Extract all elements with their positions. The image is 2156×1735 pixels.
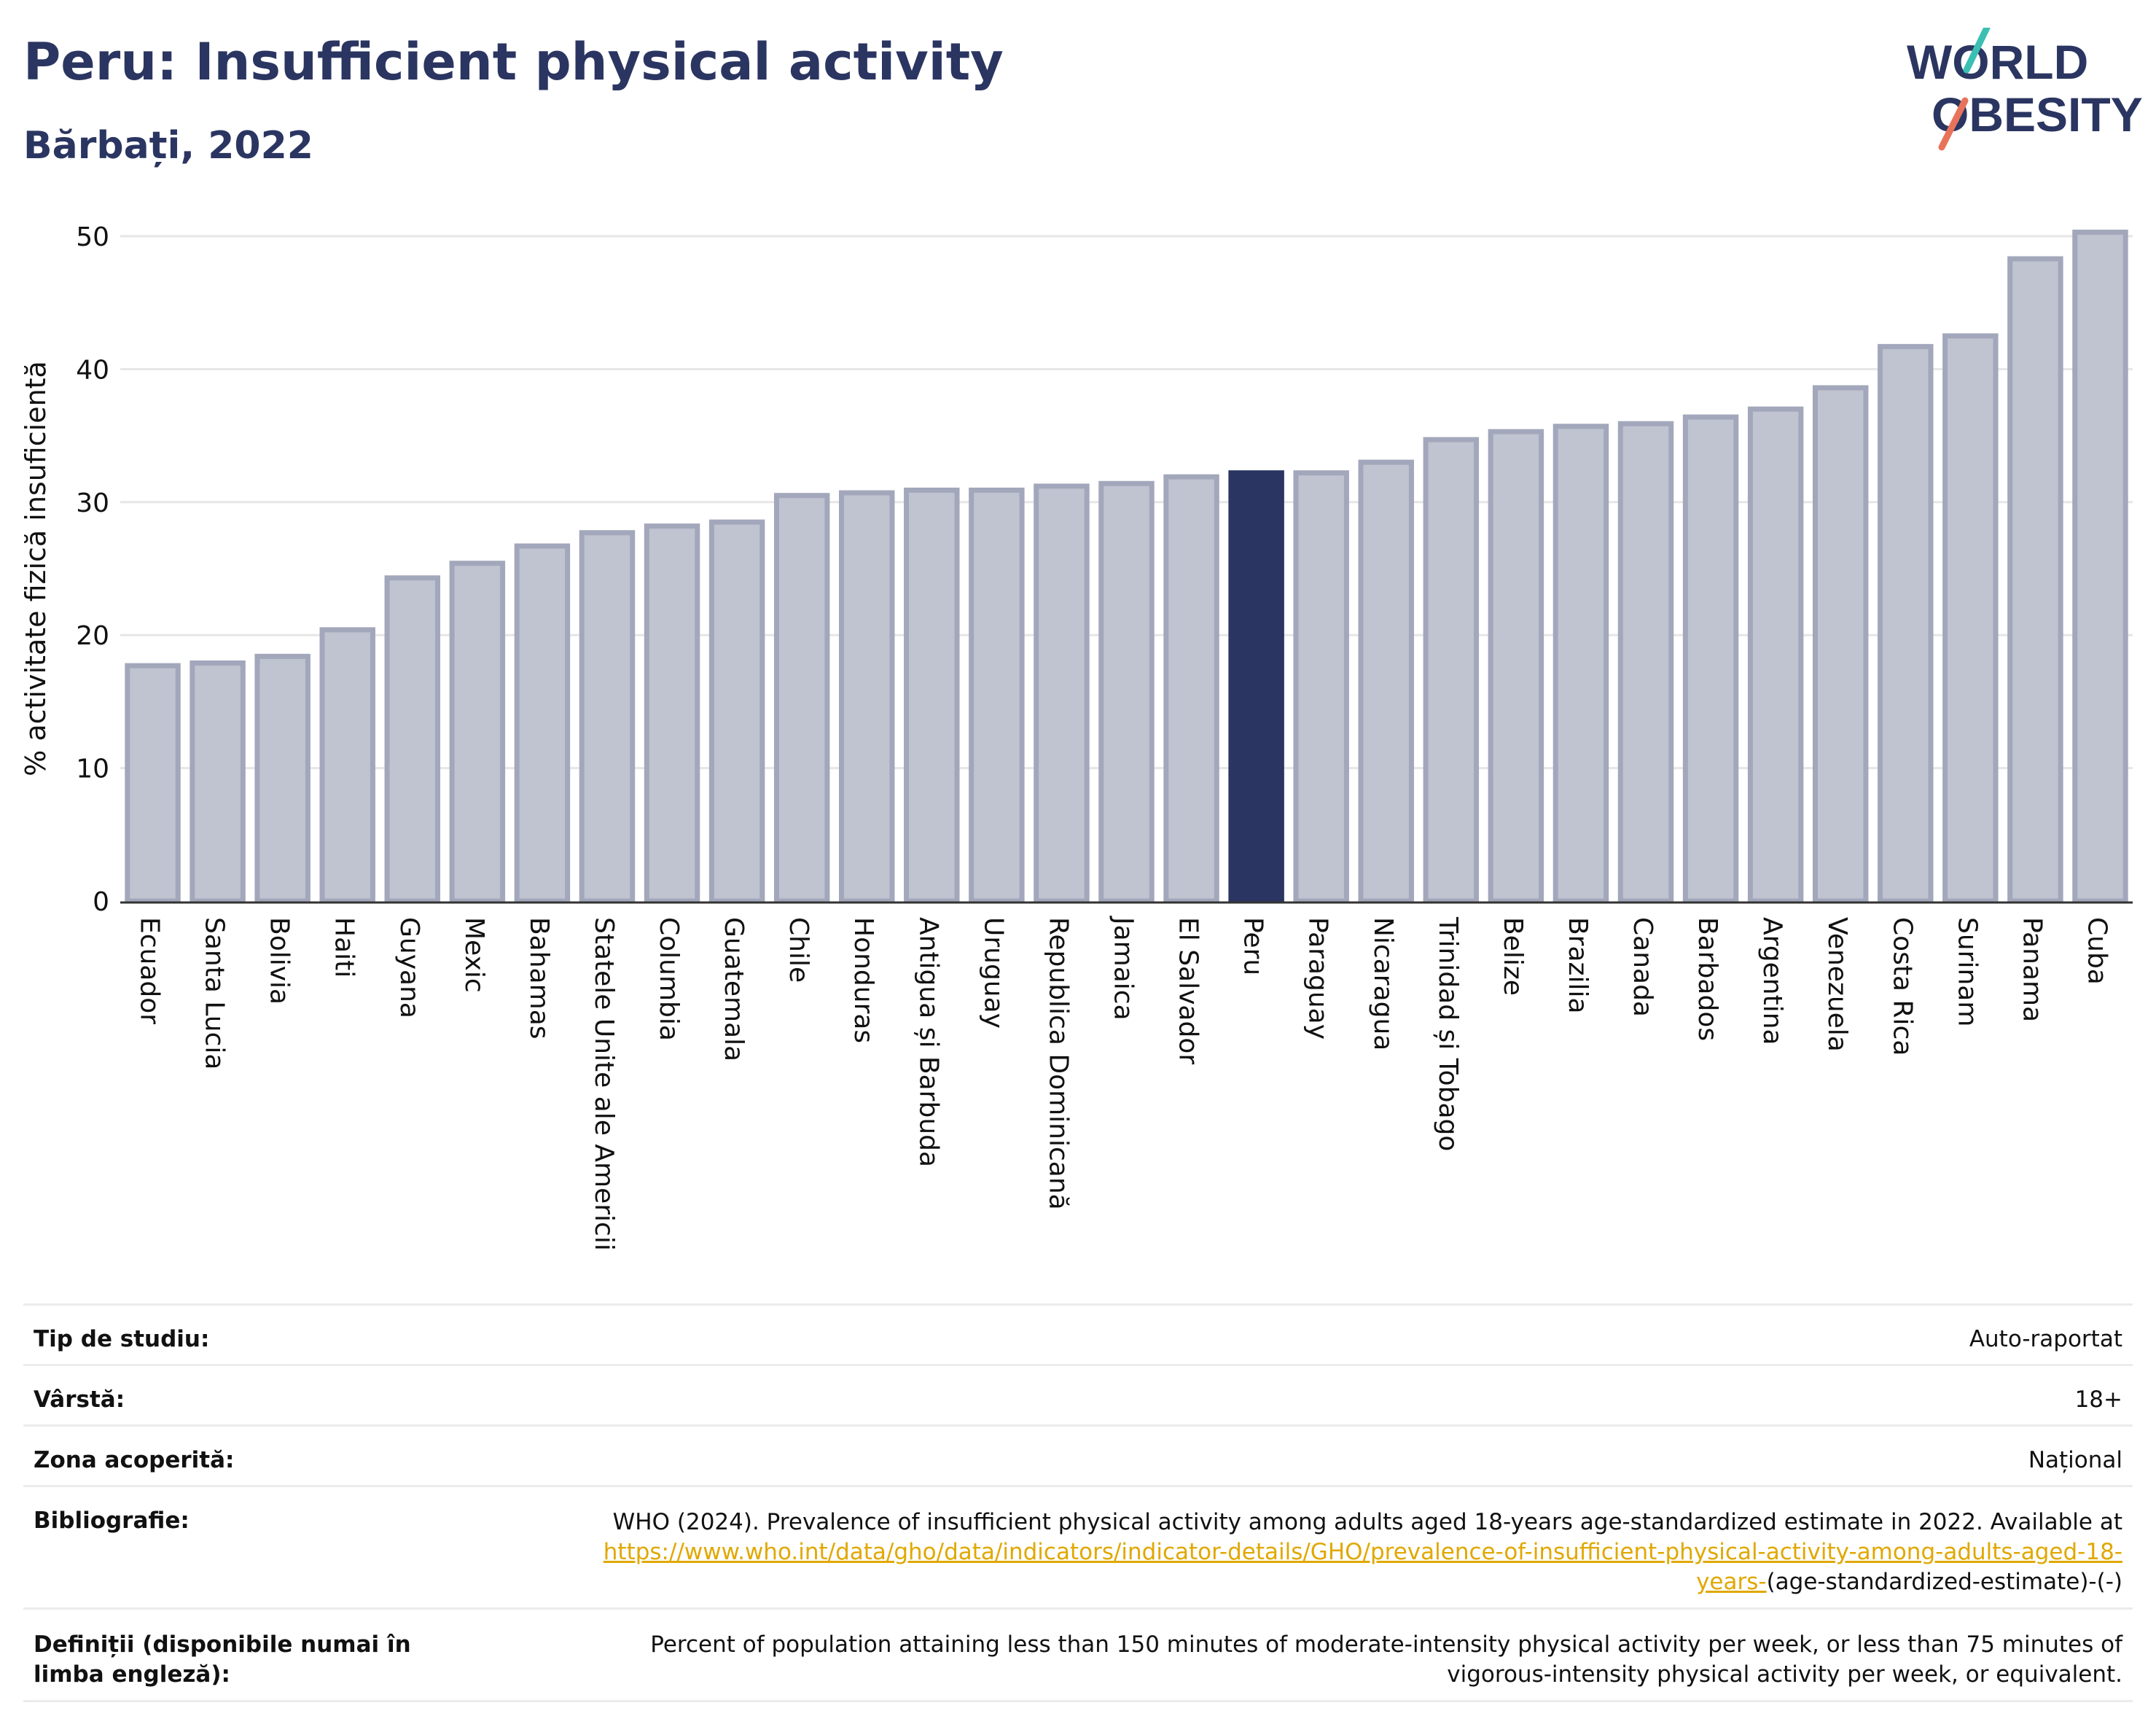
bibliography-value: WHO (2024). Prevalence of insufficient p… [563, 1508, 2133, 1597]
x-tick-label: El Salvador [1173, 917, 1203, 1064]
x-tick-label: Cuba [2082, 917, 2112, 985]
x-tick-label: Trinidad și Tobago [1433, 916, 1463, 1151]
meta-row-bibliography: Bibliografie: WHO (2024). Prevalence of … [23, 1485, 2133, 1607]
chart-subtitle: Bărbați, 2022 [23, 124, 313, 168]
bibliography-label: Bibliografie: [34, 1508, 190, 1534]
x-tick-label: Uruguay [978, 917, 1008, 1029]
bar-honduras[interactable] [839, 490, 895, 904]
y-axis-label: % activitate fizică insuficientă [20, 361, 52, 776]
x-tick-label: Bahamas [524, 917, 554, 1040]
x-tick-label: Brazilia [1563, 917, 1593, 1014]
bar-statele-unite-ale-americii[interactable] [579, 530, 636, 904]
study-type-label: Tip de studiu: [34, 1326, 210, 1352]
bar-santa-lucia[interactable] [190, 660, 246, 904]
definitions-value: Percent of population attaining less tha… [650, 1631, 2122, 1688]
x-tick-label: Santa Lucia [200, 917, 230, 1069]
bar-guatemala[interactable] [708, 519, 765, 904]
bar-uruguay[interactable] [969, 487, 1025, 904]
logo-word-world: WORLD [1907, 35, 2088, 89]
bar-chart: 0 10 20 30 40 50 Ecuador Santa Lucia Bolivia Hai… [20, 222, 2133, 1251]
bar-trinidad-și-tobago[interactable] [1423, 437, 1480, 904]
logo-slash-coral [1938, 97, 1969, 151]
logo-word-obesity: OBESITY [1932, 87, 2143, 141]
coverage-label: Zona acoperită: [34, 1447, 235, 1473]
x-tick-label: Paraguay [1303, 917, 1333, 1040]
bar-brazilia[interactable] [1552, 424, 1609, 904]
x-tick-label: Guyana [394, 917, 424, 1018]
metadata-table: Tip de studiu: Auto-raportat Vârstă: 18+… [23, 1303, 2133, 1702]
x-tick-label: Peru [1238, 917, 1268, 975]
bibliography-suffix: (age-standardized-estimate)-(-) [1766, 1569, 2122, 1595]
y-tick-label: 50 [76, 222, 109, 252]
x-tick-label: Costa Rica [1887, 917, 1917, 1056]
bar-barbados[interactable] [1682, 414, 1739, 904]
bar-cuba[interactable] [2072, 230, 2128, 904]
world-obesity-logo: WORLD OBESITY [1907, 28, 2143, 151]
x-tick-label: Statele Unite ale Americii [589, 917, 619, 1251]
bars [125, 230, 2128, 904]
age-value: 18+ [2074, 1387, 2122, 1413]
x-tick-label: Jamaica [1109, 916, 1138, 1021]
y-tick-label: 10 [76, 755, 109, 784]
coverage-value: Național [2028, 1447, 2122, 1473]
meta-row-definitions: Definiții (disponibile numai în limba en… [23, 1607, 2133, 1702]
x-tick-label: Antigua și Barbuda [913, 917, 943, 1167]
bar-nicaragua[interactable] [1358, 459, 1414, 904]
x-tick-label: Venezuela [1822, 917, 1852, 1052]
x-tick-label: Nicaragua [1368, 917, 1398, 1050]
x-tick-label: Canada [1628, 917, 1657, 1017]
y-tick-labels: 0 10 20 30 40 50 [76, 222, 109, 917]
meta-row-coverage: Zona acoperită: Național [23, 1424, 2133, 1485]
bar-panama[interactable] [2007, 256, 2063, 904]
bar-chile[interactable] [773, 493, 830, 904]
bar-mexic[interactable] [449, 561, 506, 904]
x-tick-label: Columbia [654, 917, 684, 1041]
y-tick-label: 20 [76, 621, 109, 651]
x-tick-label: Belize [1498, 917, 1528, 996]
bibliography-text: WHO (2024). Prevalence of insufficient p… [612, 1509, 2122, 1535]
x-tick-label: Bolivia [265, 917, 294, 1005]
chart-title: Peru: Insufficient physical activity [23, 32, 1004, 92]
bar-republica-dominicană[interactable] [1034, 483, 1090, 904]
x-tick-label: Surinam [1952, 917, 1982, 1026]
x-tick-label: Mexic [459, 917, 489, 993]
bar-guyana[interactable] [384, 575, 441, 904]
meta-row-age: Vârstă: 18+ [23, 1364, 2133, 1424]
x-tick-label: Guatemala [719, 917, 749, 1061]
bar-columbia[interactable] [644, 523, 700, 904]
x-tick-label: Argentina [1757, 917, 1787, 1045]
bar-surinam[interactable] [1942, 333, 1999, 904]
bar-peru[interactable] [1228, 470, 1284, 904]
x-tick-labels: Ecuador Santa Lucia Bolivia Haiti Guyana Mexi… [135, 916, 2112, 1251]
bibliography-link[interactable]: https://www.who.int/data/gho/data/indica… [603, 1539, 2122, 1595]
definitions-label: Definiții (disponibile numai în limba en… [34, 1631, 411, 1688]
meta-row-study-type: Tip de studiu: Auto-raportat [23, 1303, 2133, 1364]
bar-paraguay[interactable] [1293, 470, 1349, 904]
bar-costa-rica[interactable] [1878, 343, 1934, 904]
bar-el-salvador[interactable] [1163, 474, 1219, 904]
bar-belize[interactable] [1488, 429, 1544, 904]
y-tick-label: 0 [93, 887, 109, 917]
x-tick-label: Panama [2017, 917, 2047, 1022]
x-tick-label: Honduras [848, 917, 878, 1043]
y-tick-label: 40 [76, 355, 109, 385]
x-tick-label: Chile [784, 917, 813, 983]
logo-slash-teal [1963, 28, 1991, 74]
x-tick-label: Haiti [329, 917, 359, 978]
bar-canada[interactable] [1617, 421, 1674, 904]
x-tick-label: Ecuador [135, 917, 165, 1024]
bar-bahamas[interactable] [514, 543, 571, 904]
bar-haiti[interactable] [319, 627, 375, 904]
bar-bolivia[interactable] [254, 653, 310, 904]
bar-ecuador[interactable] [125, 663, 181, 904]
age-label: Vârstă: [34, 1387, 125, 1413]
bar-jamaica[interactable] [1098, 480, 1155, 904]
x-tick-label: Barbados [1692, 917, 1722, 1041]
bar-argentina[interactable] [1747, 406, 1804, 904]
bar-venezuela[interactable] [1812, 385, 1869, 904]
study-type-value: Auto-raportat [1969, 1326, 2122, 1352]
y-tick-label: 30 [76, 488, 109, 518]
bar-antigua-și-barbuda[interactable] [904, 487, 960, 904]
x-tick-label: Republica Dominicană [1043, 917, 1073, 1210]
